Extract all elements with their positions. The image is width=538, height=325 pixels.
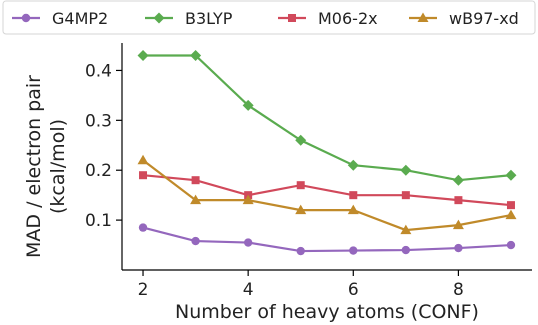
data-point-g4mp2: [349, 246, 358, 255]
legend: G4MP2 B3LYP M06-2x wB97-xd: [2, 0, 536, 35]
y-axis-label-line-2: (kcal/mol): [47, 119, 69, 214]
legend-marker-b3lyp: [153, 12, 165, 24]
legend-label-m06-2x: M06-2x: [318, 9, 378, 28]
data-point-wb97-xd: [400, 224, 412, 235]
legend-item-m06-2x: M06-2x: [278, 9, 378, 28]
data-point-g4mp2: [138, 223, 148, 232]
series-line-m06-2x: [142, 174, 512, 207]
data-point-wb97-xd: [137, 154, 149, 165]
data-point-g4mp2: [401, 245, 411, 255]
x-axis-label: Number of heavy atoms (CONF): [175, 301, 479, 323]
data-point-m06-2x: [139, 171, 148, 180]
data-point-wb97-xd: [505, 209, 517, 220]
y-tick-label: 0.1: [85, 211, 112, 231]
y-tick-label: 0.2: [85, 161, 112, 181]
plot-area: [137, 49, 517, 256]
data-point-b3lyp: [347, 159, 359, 171]
series-line-g4mp2: [142, 226, 512, 253]
data-point-b3lyp: [190, 49, 202, 61]
data-point-g4mp2: [191, 236, 200, 246]
legend-label-wb97-xd: wB97-xd: [449, 9, 519, 28]
data-point-wb97-xd: [452, 219, 464, 230]
data-point-m06-2x: [191, 176, 200, 185]
data-point-m06-2x: [349, 191, 358, 200]
series-line-wb97-xd: [142, 159, 512, 232]
data-point-m06-2x: [296, 181, 305, 190]
data-point-g4mp2: [506, 240, 516, 250]
data-point-wb97-xd: [295, 204, 307, 215]
data-point-b3lyp: [452, 174, 464, 186]
data-point-m06-2x: [454, 196, 463, 205]
x-tick-label: 4: [243, 280, 254, 300]
series-g4mp2: [138, 223, 516, 256]
legend-item-b3lyp: B3LYP: [145, 9, 233, 28]
data-point-wb97-xd: [242, 194, 254, 205]
legend-marker-g4mp2: [21, 13, 31, 23]
y-tick-label: 0.4: [85, 61, 112, 81]
data-point-b3lyp: [242, 99, 254, 111]
data-point-g4mp2: [296, 246, 305, 256]
legend-label-g4mp2: G4MP2: [52, 9, 108, 28]
data-point-g4mp2: [454, 243, 463, 253]
legend-item-g4mp2: G4MP2: [12, 9, 108, 28]
data-point-m06-2x: [401, 191, 410, 200]
data-point-wb97-xd: [347, 204, 359, 215]
data-point-b3lyp: [505, 169, 517, 181]
legend-box: [2, 0, 536, 35]
series-wb97-xd: [137, 154, 517, 235]
legend-label-b3lyp: B3LYP: [185, 9, 233, 28]
data-point-wb97-xd: [190, 194, 202, 205]
y-tick-label: 0.3: [85, 111, 112, 131]
x-tick-label: 8: [453, 280, 464, 300]
legend-marker-m06-2x: [288, 14, 296, 22]
legend-marker-wb97-xd: [417, 12, 429, 22]
data-point-b3lyp: [295, 134, 307, 146]
x-tick-label: 6: [348, 280, 359, 300]
data-point-g4mp2: [243, 238, 253, 247]
series-b3lyp: [137, 49, 517, 186]
series-line-b3lyp: [143, 54, 512, 182]
x-tick-label: 2: [138, 280, 149, 300]
y-axis-label: MAD / electron pair (kcal/mol): [23, 75, 69, 258]
legend-item-wb97-xd: wB97-xd: [409, 9, 519, 28]
data-point-b3lyp: [400, 164, 412, 176]
data-point-m06-2x: [506, 201, 515, 210]
y-axis-label-line-1: MAD / electron pair: [23, 75, 45, 258]
data-point-b3lyp: [137, 49, 149, 61]
